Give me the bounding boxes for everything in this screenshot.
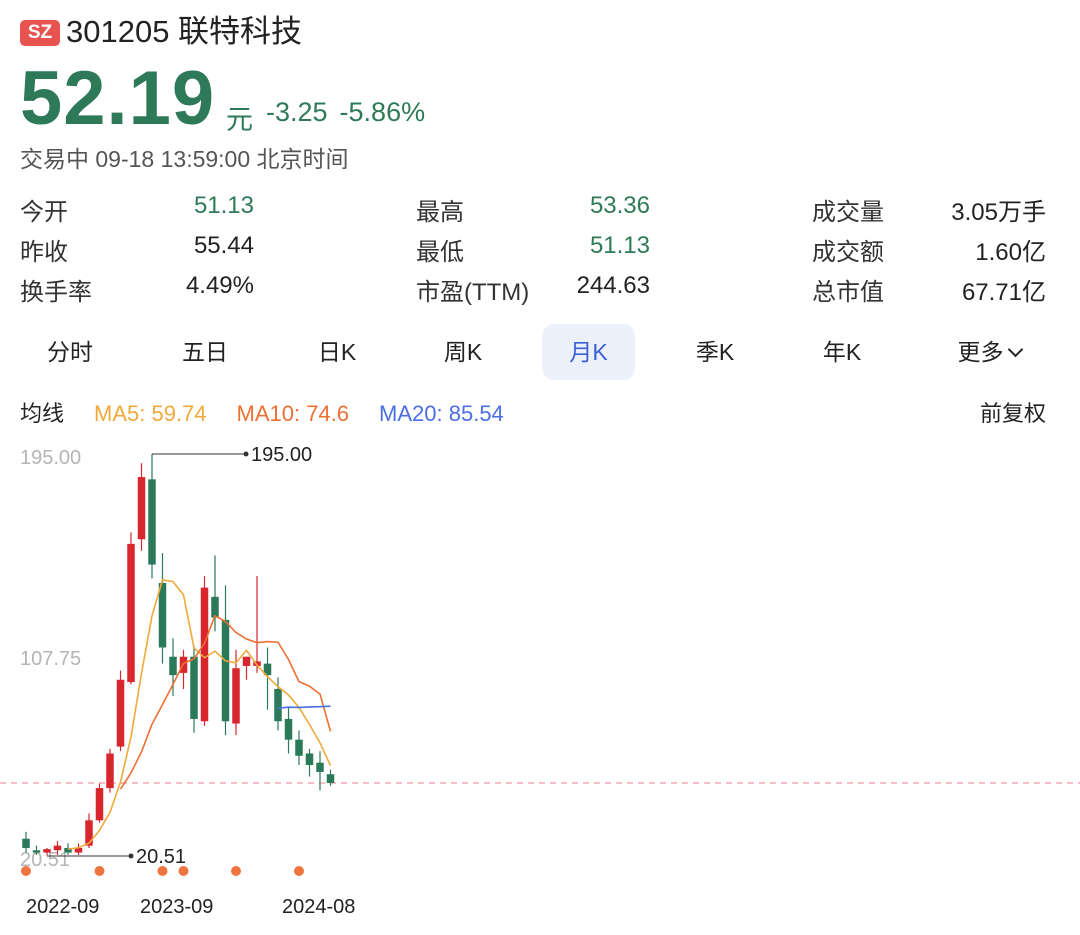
change-amount: -3.25	[266, 97, 328, 127]
candle-body	[200, 587, 209, 722]
candle-body	[116, 679, 125, 747]
ma-legend: 均线 MA5: 59.74 MA10: 74.6 MA20: 85.54	[20, 396, 534, 428]
stat-label-turnover-rate: 换手率	[20, 279, 92, 306]
tab-more[interactable]: 更多	[934, 324, 1044, 380]
stat-label-open: 今开	[20, 199, 68, 226]
stat-label-volume: 成交量	[812, 199, 884, 226]
ma5-line	[67, 578, 332, 850]
tab-five-day[interactable]: 五日	[182, 339, 228, 365]
candle-body	[316, 762, 324, 772]
candle-body	[295, 739, 303, 756]
candle-body	[169, 656, 177, 676]
stat-value-pe-ttm: 244.63	[576, 272, 650, 299]
candle-body	[158, 583, 167, 648]
candle-body	[32, 850, 41, 853]
ma20-line	[277, 705, 331, 709]
x-tick-label: 2022-09	[26, 896, 99, 918]
tab-daily-k[interactable]: 日K	[317, 339, 357, 365]
price-unit: 元	[226, 105, 253, 135]
candle-body	[85, 820, 93, 846]
stat-label-pe-ttm: 市盈(TTM)	[416, 279, 530, 306]
candle-body	[274, 688, 282, 722]
event-marker	[157, 866, 168, 876]
tab-yearly-k[interactable]: 年K	[822, 339, 862, 365]
tab-weekly-k[interactable]: 周K	[443, 339, 483, 365]
tab-monthly-k[interactable]: 月K	[542, 324, 635, 380]
period-tabs: 分时 五日 日K 周K 月K 季K 年K 更多	[0, 324, 1080, 382]
candle-body	[326, 774, 335, 784]
max-dot	[243, 451, 249, 457]
ma5-label: MA5: 59.74	[94, 401, 207, 426]
tab-more-label: 更多	[957, 339, 1004, 365]
stat-value-prev-close: 55.44	[193, 232, 254, 259]
max-price-label: 195.00	[251, 444, 312, 466]
ma10-label: MA10: 74.6	[236, 401, 350, 426]
candle-body	[242, 656, 251, 666]
candle-body	[221, 619, 230, 722]
y-tick-label: 195.00	[20, 447, 81, 469]
candle-body	[53, 845, 62, 851]
stat-value-low: 51.13	[589, 232, 650, 259]
y-tick-label: 107.75	[20, 648, 81, 670]
candle-body	[190, 656, 198, 719]
min-price-label: 20.51	[136, 846, 186, 868]
adjust-toggle[interactable]: 前复权	[979, 401, 1046, 426]
min-dot	[128, 853, 134, 859]
ma10-line	[119, 614, 332, 790]
candle-body	[232, 668, 240, 724]
ma20-label: MA20: 85.54	[379, 401, 504, 426]
stat-label-low: 最低	[416, 239, 464, 266]
candle-body	[253, 661, 261, 666]
candle-body	[137, 477, 146, 540]
candle-body	[148, 479, 156, 565]
candle-body	[74, 847, 83, 853]
stat-value-turnover-rate: 4.49%	[185, 272, 254, 299]
event-marker	[231, 866, 241, 876]
stat-label-turnover: 成交额	[812, 239, 884, 266]
stat-value-turnover: 1.60亿	[975, 239, 1046, 266]
candle-body	[211, 596, 219, 618]
chevron-down-icon	[1007, 341, 1023, 358]
market-badge: SZ	[20, 20, 60, 46]
stat-value-volume: 3.05万手	[951, 199, 1046, 226]
candle-body	[22, 838, 30, 848]
candle-body	[263, 663, 272, 676]
candle-body	[305, 753, 314, 766]
candle-body	[95, 788, 104, 821]
stat-label-high: 最高	[416, 199, 464, 226]
trading-status: 交易中 09-18 13:59:00 北京时间	[20, 146, 349, 172]
event-marker	[21, 866, 31, 876]
candle-body	[64, 847, 72, 853]
x-tick-label: 2024-08	[282, 896, 355, 918]
ma-title: 均线	[20, 401, 65, 426]
change-percent: -5.86%	[339, 97, 426, 127]
event-marker	[294, 866, 304, 876]
price-change: -3.25 -5.86%	[266, 97, 437, 128]
event-marker	[94, 866, 105, 876]
x-tick-label: 2023-09	[140, 896, 213, 918]
stat-value-high: 53.36	[589, 192, 650, 219]
candle-body	[106, 753, 114, 789]
tab-intraday[interactable]: 分时	[47, 339, 93, 365]
stat-label-prev-close: 昨收	[20, 239, 68, 266]
stat-value-market-cap: 67.71亿	[961, 279, 1046, 306]
current-price: 52.19	[20, 56, 216, 141]
event-marker	[178, 866, 189, 876]
stat-value-open: 51.13	[193, 192, 254, 219]
candle-body	[127, 543, 135, 683]
tab-quarterly-k[interactable]: 季K	[695, 339, 735, 365]
candle-body	[284, 718, 293, 740]
stat-label-market-cap: 总市值	[812, 279, 884, 306]
stock-title: 301205 联特科技	[66, 14, 303, 49]
candle-body	[43, 849, 51, 853]
